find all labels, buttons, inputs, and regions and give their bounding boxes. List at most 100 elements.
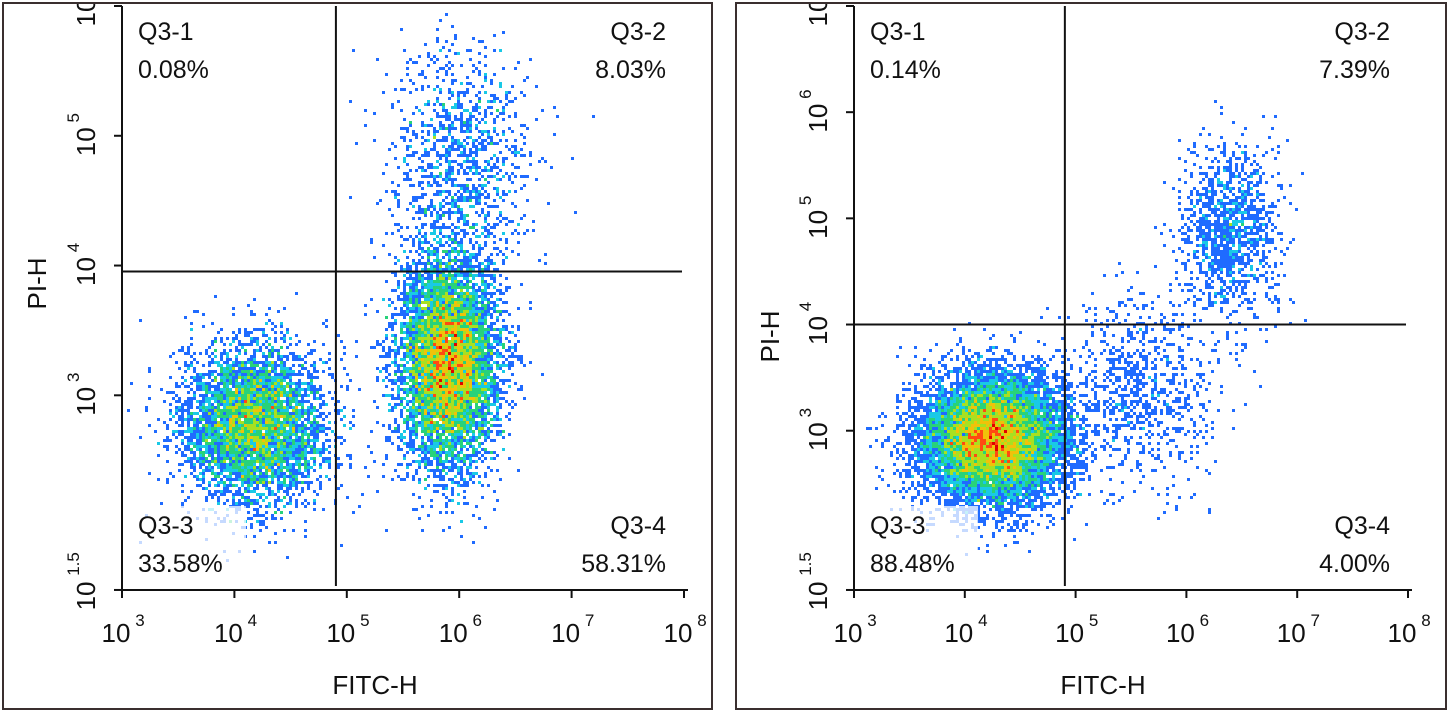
scatter-point xyxy=(274,418,277,421)
scatter-point xyxy=(265,388,268,391)
scatter-point xyxy=(280,454,283,457)
scatter-point xyxy=(211,457,214,460)
scatter-point xyxy=(487,364,490,367)
scatter-point xyxy=(442,310,445,313)
scatter-point xyxy=(466,214,469,217)
scatter-point xyxy=(448,286,451,289)
scatter-point xyxy=(190,430,193,433)
scatter-point xyxy=(469,253,472,256)
scatter-point xyxy=(424,343,427,346)
scatter-point xyxy=(409,379,412,382)
scatter-point xyxy=(454,256,457,259)
scatter-point xyxy=(418,244,421,247)
scatter-point xyxy=(286,358,289,361)
scatter-point xyxy=(484,265,487,268)
scatter-point xyxy=(145,409,148,412)
scatter-point xyxy=(235,439,238,442)
scatter-point xyxy=(493,361,496,364)
scatter-point xyxy=(202,469,205,472)
scatter-point xyxy=(376,379,379,382)
scatter-point xyxy=(436,181,439,184)
scatter-point xyxy=(484,472,487,475)
scatter-point xyxy=(214,397,217,400)
scatter-point xyxy=(517,307,520,310)
scatter-point xyxy=(214,388,217,391)
scatter-point xyxy=(454,331,457,334)
scatter-point xyxy=(472,331,475,334)
scatter-point xyxy=(433,412,436,415)
scatter-point xyxy=(508,433,511,436)
scatter-point xyxy=(430,499,433,502)
scatter-point xyxy=(256,361,259,364)
scatter-point xyxy=(226,484,229,487)
scatter-point xyxy=(496,409,499,412)
scatter-point xyxy=(442,361,445,364)
scatter-point xyxy=(493,376,496,379)
scatter-point xyxy=(415,394,418,397)
scatter-point xyxy=(457,340,460,343)
scatter-point xyxy=(418,277,421,280)
scatter-point xyxy=(454,301,457,304)
scatter-point xyxy=(439,478,442,481)
scatter-point xyxy=(307,466,310,469)
scatter-point xyxy=(433,283,436,286)
scatter-point xyxy=(313,502,316,505)
scatter-point xyxy=(394,370,397,373)
scatter-point xyxy=(439,241,442,244)
scatter-point xyxy=(484,418,487,421)
scatter-point xyxy=(487,235,490,238)
scatter-point xyxy=(502,325,505,328)
scatter-point xyxy=(463,334,466,337)
scatter-point xyxy=(418,307,421,310)
scatter-point xyxy=(445,295,448,298)
scatter-point xyxy=(295,433,298,436)
scatter-point xyxy=(454,115,457,118)
scatter-point xyxy=(442,475,445,478)
scatter-point xyxy=(265,448,268,451)
scatter-point xyxy=(283,367,286,370)
scatter-point xyxy=(412,358,415,361)
scatter-point xyxy=(448,334,451,337)
scatter-point xyxy=(496,415,499,418)
scatter-point xyxy=(238,466,241,469)
scatter-point xyxy=(220,358,223,361)
scatter-point xyxy=(196,361,199,364)
scatter-point xyxy=(415,397,418,400)
scatter-point xyxy=(490,457,493,460)
scatter-point xyxy=(196,448,199,451)
scatter-point xyxy=(286,451,289,454)
scatter-point xyxy=(268,490,271,493)
scatter-point xyxy=(418,412,421,415)
scatter-point xyxy=(400,343,403,346)
scatter-point xyxy=(265,391,268,394)
scatter-point xyxy=(307,400,310,403)
scatter-point xyxy=(304,433,307,436)
scatter-point xyxy=(214,484,217,487)
scatter-point xyxy=(427,304,430,307)
scatter-point xyxy=(469,193,472,196)
scatter-point xyxy=(502,397,505,400)
scatter-point xyxy=(301,400,304,403)
scatter-point xyxy=(352,409,355,412)
scatter-point xyxy=(469,346,472,349)
scatter-point xyxy=(451,274,454,277)
scatter-point xyxy=(424,283,427,286)
scatter-point xyxy=(397,376,400,379)
scatter-point xyxy=(460,391,463,394)
scatter-point xyxy=(286,409,289,412)
scatter-point xyxy=(184,475,187,478)
scatter-point xyxy=(454,310,457,313)
scatter-point xyxy=(244,397,247,400)
scatter-point xyxy=(283,361,286,364)
scatter-point xyxy=(478,244,481,247)
scatter-point xyxy=(472,541,475,544)
scatter-point xyxy=(304,424,307,427)
scatter-point xyxy=(235,385,238,388)
scatter-point xyxy=(451,364,454,367)
scatter-point xyxy=(394,469,397,472)
scatter-point xyxy=(457,361,460,364)
scatter-point xyxy=(250,502,253,505)
scatter-point xyxy=(259,400,262,403)
scatter-point xyxy=(313,457,316,460)
scatter-point xyxy=(169,391,172,394)
